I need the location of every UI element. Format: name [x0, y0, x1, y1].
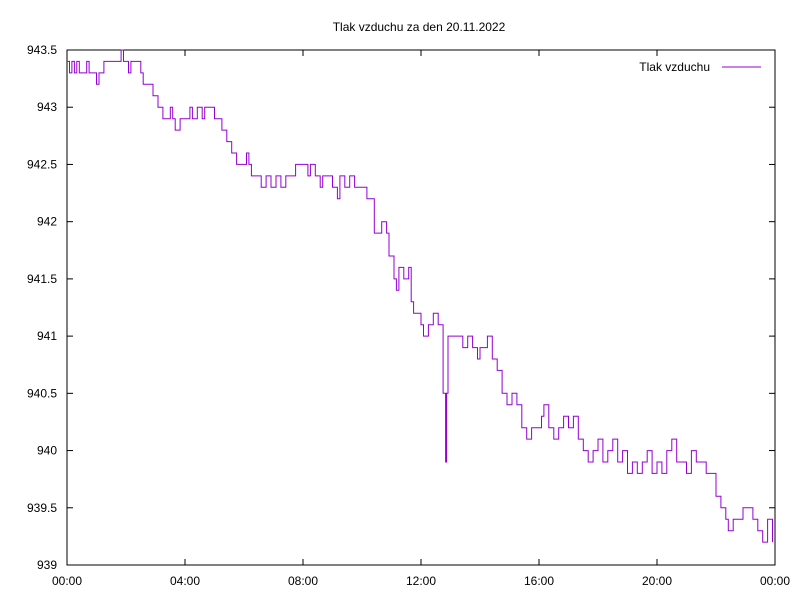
x-tick-label: 00:00: [52, 574, 82, 588]
y-tick-label: 939.5: [27, 501, 57, 515]
x-axis: 00:00 04:00 08:00 12:00 16:00 20:00 00:00: [52, 50, 790, 588]
x-tick-label: 04:00: [170, 574, 200, 588]
x-tick-label: 08:00: [288, 574, 318, 588]
y-tick-label: 940.5: [27, 386, 57, 400]
y-tick-label: 943.5: [27, 43, 57, 57]
y-tick-label: 941: [37, 329, 57, 343]
x-tick-label: 12:00: [406, 574, 436, 588]
x-tick-label: 00:00: [760, 574, 790, 588]
plot-frame: [66, 49, 776, 566]
series-line-tlak-vzduchu: [67, 49, 773, 543]
y-tick-label: 943: [37, 100, 57, 114]
chart-title: Tlak vzduchu za den 20.11.2022: [333, 20, 506, 34]
y-tick-label: 942: [37, 215, 57, 229]
y-tick-label: 941.5: [27, 272, 57, 286]
y-axis: 939 939.5 940 940.5 941 941.5 942 942.5 943 943.5: [27, 43, 775, 572]
x-tick-label: 20:00: [642, 574, 672, 588]
x-tick-label: 16:00: [524, 574, 554, 588]
legend: Tlak vzduchu: [639, 60, 761, 74]
legend-label: Tlak vzduchu: [639, 60, 710, 74]
y-tick-label: 942.5: [27, 157, 57, 171]
y-tick-label: 939: [37, 558, 57, 572]
y-tick-label: 940: [37, 444, 57, 458]
